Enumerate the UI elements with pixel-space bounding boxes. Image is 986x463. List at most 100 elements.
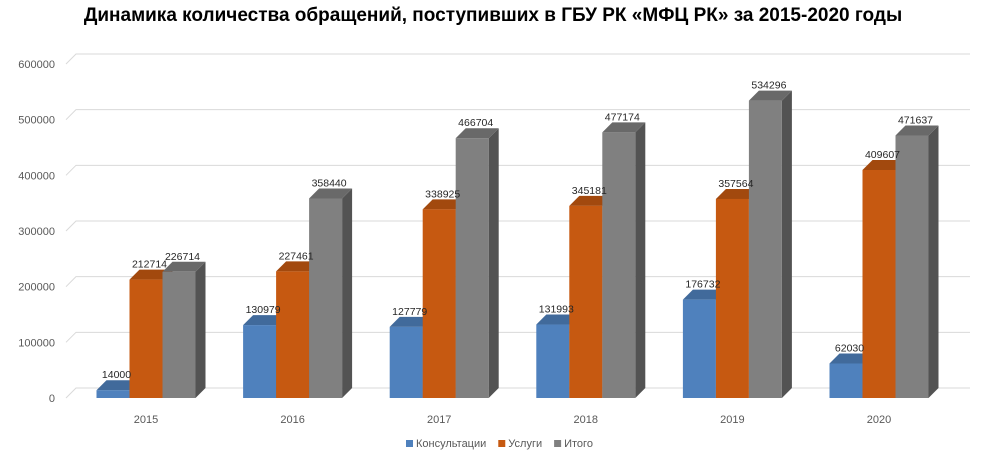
x-tick-label: 2020 [867,414,891,426]
bar-top [569,195,613,206]
legend-item: Услуги [498,438,542,450]
gridline [65,109,970,121]
bar-front [862,169,896,398]
data-label: 409607 [865,149,900,161]
bar [162,261,206,398]
data-label: 130979 [246,304,281,316]
bar-front [243,325,277,398]
legend-item: Итого [554,438,593,450]
bar-front [422,209,456,398]
x-tick-label: 2015 [134,414,158,426]
bar-front [309,198,343,398]
data-label: 14000 [102,369,131,381]
chart-title: Динамика количества обращений, поступивш… [83,5,903,26]
bar-front [829,363,863,398]
bar-front [569,205,603,398]
legend-swatch [406,440,413,447]
y-tick-label: 100000 [18,337,55,349]
bar-top [748,90,792,101]
x-tick-label: 2017 [427,414,451,426]
data-label: 212714 [132,259,167,271]
data-label: 127779 [392,306,427,318]
gridline [65,53,970,65]
data-label: 176732 [685,279,720,291]
data-label: 338925 [425,188,460,200]
data-label: 534296 [751,80,786,92]
bars [96,90,939,399]
legend-swatch [554,440,562,447]
data-label: 358440 [312,177,347,189]
data-label: 357564 [718,178,753,190]
bar-top [96,380,140,391]
legend-label: Консультации [416,438,486,450]
bar-side [635,122,646,398]
bar-top [389,316,433,327]
bar-top [129,269,173,280]
legend-label: Итого [564,438,593,450]
bar-front [162,271,196,398]
bar-front [389,326,423,398]
bar-front [682,299,716,398]
gridline [65,387,970,399]
bar-top [243,315,287,326]
gridline [65,331,970,343]
legend-item: Консультации [406,438,486,450]
bar-front [748,100,782,398]
data-label: 226714 [165,251,200,263]
bar-top [715,188,759,199]
x-tick-label: 2019 [720,414,744,426]
bar-side [195,261,206,398]
bar-top [276,261,320,272]
bar [455,128,499,398]
bar-top [829,353,873,364]
data-label: 345181 [572,185,607,197]
bar-front [602,132,636,398]
bar-top [309,188,353,199]
data-label: 131993 [539,304,574,316]
bar [748,90,792,398]
legend: Консультации Услуги Итого [406,438,593,450]
y-tick-label: 600000 [18,59,55,71]
gridlines [65,53,970,399]
bar-front [715,198,749,398]
data-label: 466704 [458,117,493,129]
bar-side [488,128,499,398]
y-axis: 0 100000 200000 300000 400000 500000 600000 [18,59,55,405]
bar-top [682,289,726,300]
gridline [65,276,970,288]
data-label: 62030 [835,342,864,354]
bar-front [895,135,929,399]
data-label: 227461 [279,250,314,262]
y-tick-label: 200000 [18,282,55,294]
x-tick-label: 2018 [574,414,598,426]
bar-top [455,128,499,139]
y-tick-label: 300000 [18,226,55,238]
bar-side [781,90,792,398]
x-tick-label: 2016 [280,414,304,426]
bar [309,188,353,398]
bar-top [895,125,939,136]
bar-front [276,271,310,398]
bar-side [928,125,939,398]
bar-front [129,279,163,398]
bar-side [342,188,353,398]
y-tick-label: 500000 [18,115,55,127]
bar [895,125,939,399]
bar-top [536,314,580,325]
bar-top [162,261,206,272]
gridline [65,220,970,232]
bar [602,122,646,398]
bar-front [455,138,489,398]
bar-top [862,159,906,170]
y-tick-label: 400000 [18,170,55,182]
bar-top [602,122,646,133]
bar-front [536,324,570,398]
legend-label: Услуги [508,438,542,450]
x-axis: 2015 2016 2017 2018 2019 2020 [134,414,891,426]
data-label: 471637 [898,114,933,126]
legend-swatch [498,440,506,447]
data-label: 477174 [605,111,640,123]
bar-front [96,390,130,398]
